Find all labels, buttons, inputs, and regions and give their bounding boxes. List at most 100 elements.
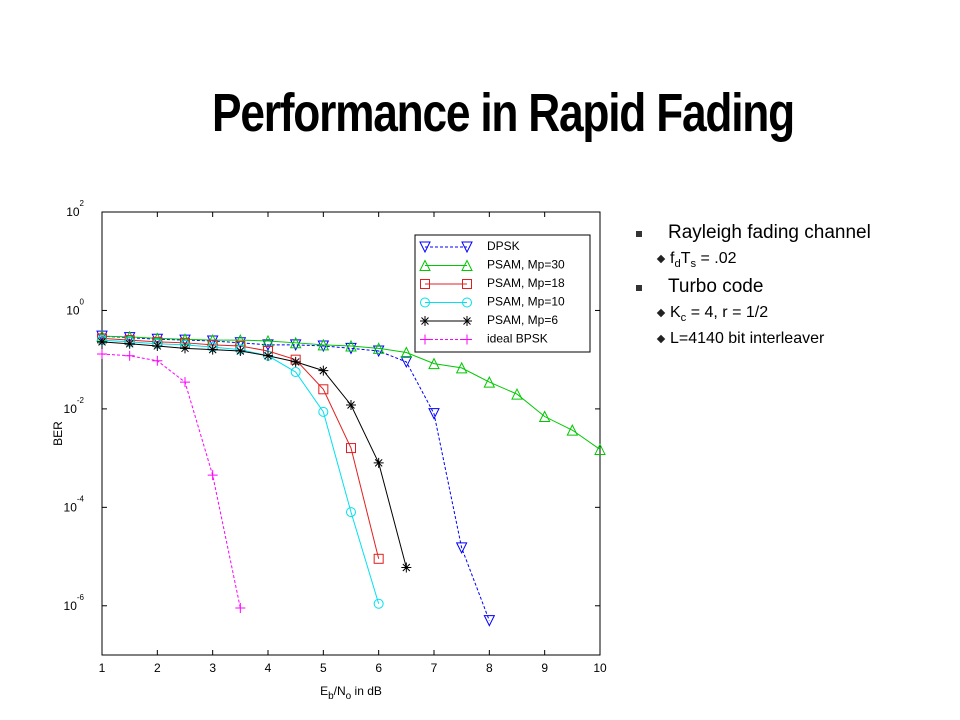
y-tick-exponent: -4 bbox=[77, 494, 85, 503]
legend-label: PSAM, Mp=30 bbox=[487, 258, 565, 272]
series-line bbox=[101, 341, 407, 568]
y-tick-base: 10 bbox=[64, 402, 78, 416]
marker bbox=[462, 334, 472, 345]
marker bbox=[318, 406, 329, 417]
marker bbox=[455, 542, 468, 555]
text-segment: Rayleigh fading channel bbox=[668, 222, 871, 243]
marker bbox=[462, 316, 472, 326]
marker bbox=[124, 338, 135, 349]
x-label-segment: in dB bbox=[351, 684, 382, 698]
text-segment: = 4, r = 1/2 bbox=[686, 304, 769, 322]
y-tick-exponent: 0 bbox=[80, 297, 85, 306]
marker bbox=[207, 344, 218, 355]
x-axis-label: Eb/No in dB bbox=[320, 684, 382, 702]
marker bbox=[263, 350, 273, 361]
marker bbox=[462, 297, 472, 308]
marker bbox=[420, 316, 430, 326]
legend-label: PSAM, Mp=6 bbox=[487, 313, 558, 327]
marker bbox=[419, 259, 431, 271]
x-tick-label: 7 bbox=[431, 661, 438, 675]
x-label-segment: b bbox=[328, 691, 334, 702]
marker bbox=[262, 339, 274, 351]
series-line bbox=[101, 335, 601, 450]
marker bbox=[455, 361, 468, 374]
legend-label: PSAM, Mp=10 bbox=[487, 295, 565, 309]
marker bbox=[400, 346, 413, 358]
legend-label: PSAM, Mp=18 bbox=[487, 276, 565, 290]
marker bbox=[401, 562, 412, 573]
y-tick-exponent: -2 bbox=[77, 396, 85, 405]
marker bbox=[566, 424, 579, 436]
marker bbox=[420, 279, 430, 289]
marker bbox=[290, 367, 301, 378]
marker bbox=[235, 603, 246, 614]
marker bbox=[97, 336, 107, 347]
y-axis-label: BER bbox=[51, 421, 65, 446]
sub-bullet: L=4140 bit interleaver bbox=[630, 330, 950, 348]
marker bbox=[124, 350, 135, 361]
marker bbox=[372, 345, 385, 358]
x-tick-label: 9 bbox=[541, 661, 548, 675]
y-tick-base: 10 bbox=[64, 500, 78, 514]
series-line bbox=[101, 337, 380, 559]
marker bbox=[419, 241, 431, 254]
marker bbox=[207, 470, 218, 481]
marker bbox=[318, 384, 329, 395]
sub-bullet: Kc = 4, r = 1/2 bbox=[630, 304, 950, 324]
text-segment: f bbox=[670, 250, 675, 267]
marker bbox=[420, 334, 430, 345]
bullet: Turbo code bbox=[630, 276, 950, 298]
y-tick-base: 10 bbox=[66, 205, 80, 219]
text-segment: T bbox=[680, 250, 691, 267]
text-segment: L=4140 bit interleaver bbox=[670, 330, 825, 348]
text-segment: Turbo code bbox=[668, 276, 764, 298]
x-label-segment: /N bbox=[334, 684, 346, 698]
marker bbox=[346, 399, 356, 410]
text-segment: = .02 bbox=[696, 250, 737, 267]
marker bbox=[483, 615, 496, 627]
marker bbox=[373, 457, 384, 468]
legend-label: DPSK bbox=[487, 239, 520, 253]
marker bbox=[235, 345, 246, 356]
legend-label: ideal BPSK bbox=[487, 332, 548, 346]
marker bbox=[372, 342, 385, 354]
marker bbox=[483, 375, 496, 388]
marker bbox=[461, 241, 473, 254]
marker bbox=[152, 340, 163, 351]
marker bbox=[317, 338, 330, 351]
y-tick-exponent: 2 bbox=[80, 199, 85, 208]
text-segment: K bbox=[670, 304, 681, 322]
y-tick-label: 10-4 bbox=[64, 494, 85, 514]
series-line bbox=[101, 335, 490, 621]
x-tick-label: 1 bbox=[99, 661, 106, 675]
slide-title: Performance in Rapid Fading bbox=[212, 83, 795, 143]
marker bbox=[346, 507, 356, 518]
marker bbox=[428, 408, 440, 420]
x-tick-label: 8 bbox=[486, 661, 493, 675]
marker bbox=[97, 349, 107, 360]
y-tick-label: 100 bbox=[66, 297, 84, 317]
marker bbox=[180, 343, 190, 354]
y-tick-exponent: -6 bbox=[77, 593, 85, 602]
marker bbox=[262, 334, 274, 347]
marker bbox=[462, 279, 472, 289]
bullet: Rayleigh fading channel bbox=[630, 222, 950, 244]
marker bbox=[594, 443, 606, 455]
x-tick-label: 5 bbox=[320, 661, 327, 675]
marker bbox=[420, 297, 430, 308]
y-tick-label: 10-2 bbox=[64, 396, 85, 416]
marker bbox=[511, 387, 523, 400]
text-segment: s bbox=[690, 258, 697, 271]
series-line bbox=[101, 339, 380, 604]
legend-box bbox=[414, 234, 591, 353]
x-tick-label: 6 bbox=[375, 661, 382, 675]
y-tick-base: 10 bbox=[66, 303, 80, 317]
y-tick-label: 10-6 bbox=[64, 593, 85, 613]
marker bbox=[345, 339, 357, 352]
marker bbox=[345, 342, 357, 355]
text-segment: d bbox=[674, 258, 681, 271]
marker bbox=[289, 336, 302, 349]
marker bbox=[373, 553, 384, 564]
text-segment: c bbox=[680, 312, 687, 325]
